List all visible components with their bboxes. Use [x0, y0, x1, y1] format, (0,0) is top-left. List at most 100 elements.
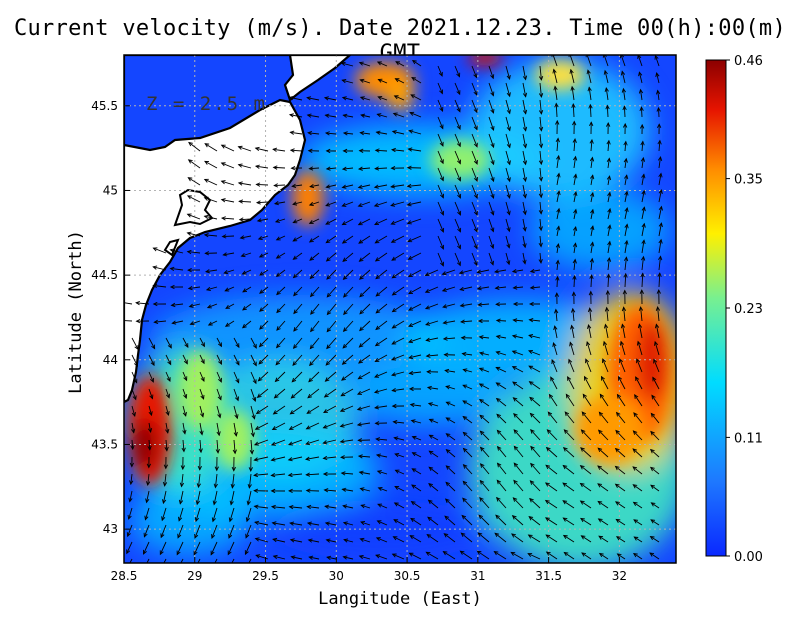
current-vector-head	[293, 309, 298, 315]
current-vector	[165, 337, 172, 349]
current-vector-head	[357, 221, 363, 226]
current-vector	[545, 482, 558, 492]
current-vector	[505, 116, 511, 131]
current-vector-head	[289, 538, 295, 543]
current-vector-head	[622, 122, 628, 128]
current-vector	[522, 133, 527, 148]
current-vector-head	[624, 174, 629, 180]
current-vector-head	[553, 325, 558, 331]
current-vector-head	[597, 500, 603, 506]
current-vector-head	[407, 255, 413, 260]
current-vector-head	[633, 519, 639, 524]
current-vector	[165, 388, 170, 398]
current-vector	[480, 463, 490, 475]
current-vector	[274, 201, 286, 205]
current-vector	[522, 184, 526, 198]
current-vector-head	[496, 413, 501, 419]
current-vector-head	[177, 533, 182, 539]
current-vector	[636, 359, 643, 373]
current-vector	[391, 235, 405, 243]
current-vector-head	[513, 462, 519, 468]
current-vector-head	[308, 238, 314, 243]
current-vector	[573, 191, 577, 203]
current-vector-head	[639, 289, 644, 294]
current-vector-head	[159, 550, 164, 556]
current-vector-head	[287, 457, 293, 462]
current-vector-head	[651, 394, 656, 400]
current-vector	[590, 139, 593, 152]
current-vector	[221, 144, 235, 152]
current-vector	[182, 439, 185, 452]
current-vector	[206, 286, 218, 291]
current-vector-head	[356, 406, 362, 411]
current-vector	[427, 387, 439, 390]
current-vector-head	[479, 463, 485, 468]
x-tick-label: 29	[187, 569, 202, 583]
current-vector-head	[590, 208, 595, 214]
current-vector	[505, 218, 510, 232]
current-vector-head	[135, 300, 141, 306]
current-vector	[187, 251, 201, 254]
current-vector-head	[234, 414, 239, 420]
current-vector	[599, 553, 609, 560]
current-vector	[624, 141, 627, 152]
current-vector	[641, 174, 645, 186]
current-vector-head	[606, 157, 611, 163]
current-vector-head	[597, 447, 603, 453]
current-vector-head	[245, 533, 250, 539]
current-vector-head	[306, 504, 312, 510]
current-vector-head	[326, 275, 331, 280]
current-vector	[410, 94, 422, 101]
current-vector	[650, 536, 660, 543]
current-vector-head	[358, 343, 364, 348]
current-vector-head	[254, 164, 260, 169]
current-vector	[640, 107, 643, 118]
current-vector-head	[426, 369, 432, 374]
current-vector	[359, 555, 371, 560]
current-vector-head	[456, 90, 461, 96]
current-vector	[408, 337, 422, 343]
current-vector	[374, 388, 388, 393]
current-vector-head	[506, 74, 511, 80]
current-vector-head	[425, 353, 431, 358]
current-vector	[650, 431, 660, 441]
current-vector	[463, 464, 473, 475]
current-vector	[437, 99, 444, 112]
current-vector	[342, 184, 354, 188]
current-vector-head	[142, 549, 147, 555]
x-tick-label: 32	[612, 569, 627, 583]
current-vector-head	[606, 139, 611, 145]
current-vector	[221, 199, 235, 203]
current-vector	[213, 490, 218, 505]
y-tick-label: 44.5	[91, 268, 118, 282]
current-vector	[640, 89, 643, 101]
current-vector-head	[572, 138, 577, 143]
current-vector-head	[217, 342, 222, 348]
current-vector-head	[658, 205, 663, 211]
current-vector	[131, 422, 135, 433]
current-vector	[653, 359, 660, 373]
current-vector-head	[440, 244, 445, 250]
current-vector-head	[343, 293, 348, 298]
current-vector	[259, 303, 269, 312]
current-vector	[522, 167, 526, 182]
current-vector	[291, 556, 303, 560]
current-vector-head	[511, 268, 517, 274]
current-vector-head	[394, 453, 400, 458]
current-vector	[342, 97, 354, 101]
current-vector	[327, 556, 337, 560]
current-vector	[248, 473, 252, 488]
current-vector-head	[408, 552, 414, 557]
current-vector-head	[478, 367, 484, 372]
current-vector	[650, 413, 660, 424]
current-vector	[571, 325, 575, 339]
current-vector	[358, 354, 371, 364]
current-vector-head	[410, 517, 415, 523]
current-vector	[377, 503, 388, 509]
current-vector-head	[325, 166, 331, 171]
current-vector	[411, 468, 422, 475]
current-vector-head	[217, 377, 222, 383]
current-vector	[216, 405, 221, 418]
current-vector	[410, 535, 422, 543]
current-vector-head	[495, 350, 501, 355]
